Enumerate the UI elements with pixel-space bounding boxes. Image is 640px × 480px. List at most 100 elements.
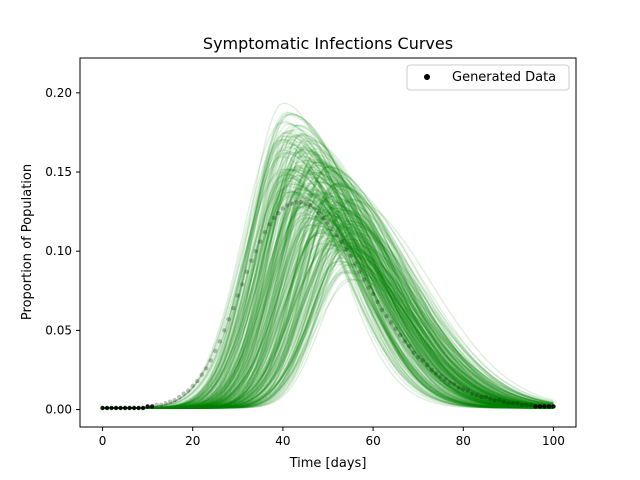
- ensemble-curve: [102, 187, 554, 409]
- data-point: [154, 402, 159, 408]
- ensemble-curve: [102, 161, 554, 409]
- data-point: [213, 348, 218, 354]
- ensemble-curve: [102, 246, 554, 409]
- ensemble-curve: [102, 185, 554, 409]
- ensemble-curve: [102, 180, 554, 409]
- data-point: [316, 211, 322, 216]
- data-point: [443, 377, 448, 382]
- data-point: [285, 203, 290, 208]
- x-tick-label: 60: [365, 434, 380, 448]
- ensemble-curve: [102, 155, 554, 409]
- ensemble-curve: [102, 238, 554, 409]
- ensemble-curve: [102, 191, 554, 409]
- data-point: [149, 404, 155, 409]
- ensemble-curve: [102, 200, 554, 409]
- ensemble-curve: [102, 224, 554, 409]
- data-point: [343, 247, 349, 252]
- ensemble-curve: [102, 223, 554, 409]
- ensemble-curve: [102, 120, 554, 409]
- ensemble-curve: [102, 206, 554, 409]
- ensemble-curve: [102, 197, 554, 409]
- data-point: [244, 269, 250, 274]
- ensemble-curve: [102, 183, 554, 409]
- data-point: [298, 199, 304, 205]
- ensemble-curve: [102, 204, 554, 409]
- ensemble-curve: [102, 151, 554, 409]
- ensemble-curve: [102, 188, 554, 409]
- ensemble-curve: [102, 216, 554, 409]
- ensemble-curve: [102, 169, 554, 409]
- legend-label-generated-data: Generated Data: [452, 70, 556, 85]
- ensemble-curve: [102, 192, 554, 409]
- ensemble-curve: [102, 244, 554, 409]
- ensemble-curve: [102, 224, 554, 409]
- generated-data-points: [100, 199, 556, 411]
- ensemble-curve: [102, 168, 554, 409]
- ensemble-curve: [102, 199, 554, 409]
- data-point: [195, 378, 200, 384]
- data-point: [330, 226, 335, 232]
- data-point: [411, 350, 416, 355]
- ensemble-curve: [102, 226, 554, 409]
- ensemble-curve: [102, 181, 554, 409]
- data-point: [204, 366, 209, 371]
- x-axis-label: Time [days]: [289, 456, 367, 471]
- data-point: [163, 401, 168, 406]
- data-point: [280, 206, 286, 211]
- ensemble-curve: [102, 218, 554, 409]
- ensemble-curve: [102, 203, 554, 409]
- ensemble-curve: [102, 148, 554, 409]
- ensemble-curve: [102, 166, 554, 409]
- ensemble-curve: [102, 138, 554, 409]
- data-point: [222, 328, 227, 333]
- ensemble-curve: [102, 177, 554, 409]
- ensemble-curve: [102, 131, 554, 409]
- ensemble-curve: [102, 173, 554, 409]
- ensemble-curve: [102, 232, 554, 409]
- legend-box: [406, 64, 570, 91]
- ensemble-curve: [102, 161, 554, 409]
- ensemble-curve: [102, 249, 554, 409]
- data-point: [406, 344, 412, 349]
- ensemble-curve: [102, 212, 554, 409]
- ensemble-curve: [102, 210, 554, 409]
- ensemble-curve: [102, 198, 554, 409]
- ensemble-curve: [102, 193, 554, 409]
- data-point: [339, 239, 344, 244]
- ensemble-curve: [102, 249, 554, 409]
- ensemble-curve: [102, 182, 554, 409]
- ensemble-curve: [102, 239, 554, 409]
- ensemble-curve: [102, 132, 554, 409]
- y-tick-label: 0.00: [45, 403, 72, 417]
- ensemble-curve: [102, 177, 554, 409]
- ensemble-curve: [102, 184, 554, 409]
- ensemble-curve: [102, 228, 554, 409]
- ensemble-curve: [102, 212, 554, 409]
- data-point: [348, 253, 353, 259]
- ensemble-curve: [102, 176, 554, 409]
- data-point: [208, 358, 213, 363]
- ensemble-curve: [102, 124, 554, 409]
- ensemble-curve: [102, 151, 554, 409]
- ensemble-curve: [102, 214, 554, 409]
- ensemble-curve: [102, 139, 554, 409]
- ensemble-curve: [102, 166, 554, 409]
- ensemble-curve: [102, 217, 554, 409]
- data-point: [172, 397, 177, 403]
- ensemble-curve: [102, 124, 554, 409]
- plot-frame: [79, 57, 577, 428]
- ensemble-curve: [102, 141, 554, 409]
- ensemble-curve: [102, 159, 554, 409]
- ensemble-curve: [102, 206, 554, 409]
- ensemble-curve: [102, 195, 554, 409]
- ensemble-curve: [102, 242, 554, 409]
- data-point: [186, 388, 191, 393]
- data-point: [361, 277, 367, 282]
- data-point: [321, 215, 326, 221]
- data-point: [127, 405, 132, 411]
- data-point: [271, 215, 277, 221]
- ensemble-curve: [102, 171, 554, 409]
- ensemble-curve: [102, 263, 554, 409]
- ensemble-curve: [102, 244, 554, 409]
- ensemble-curve: [102, 204, 554, 409]
